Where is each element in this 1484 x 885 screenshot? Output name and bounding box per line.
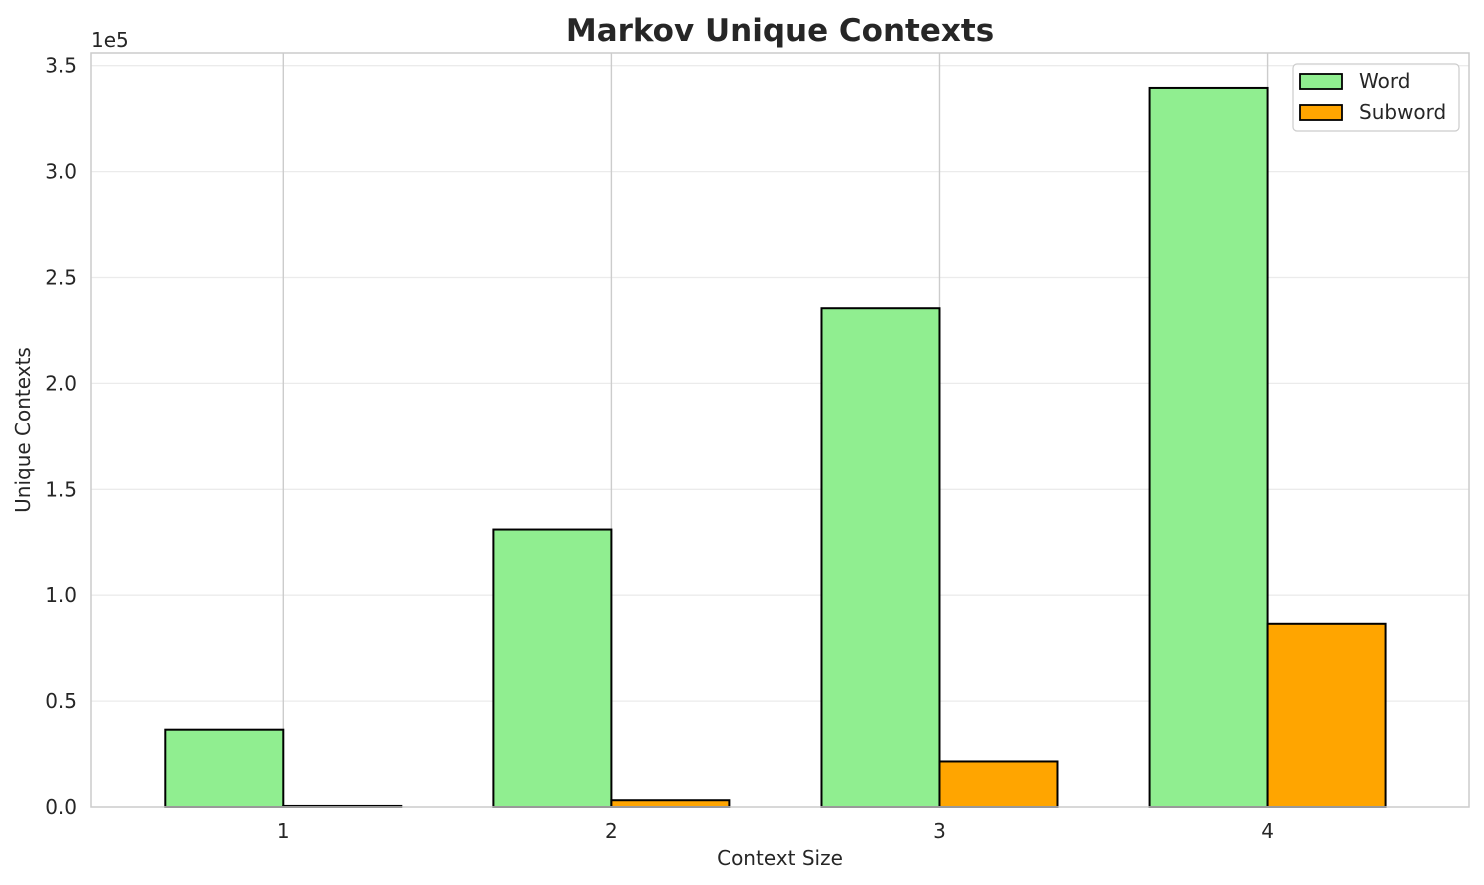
legend-label-word: Word (1359, 69, 1410, 93)
bar-word-1 (164, 728, 285, 809)
y-tick-label: 2.0 (45, 371, 77, 395)
legend: Word Subword (1292, 63, 1460, 132)
bar-subword-2 (610, 799, 731, 809)
x-axis-label: Context Size (717, 846, 843, 870)
bar-word-4 (1148, 86, 1269, 808)
x-tick-label: 4 (1261, 819, 1274, 843)
y-tick-label: 1.0 (45, 583, 77, 607)
legend-swatch-subword (1299, 104, 1343, 121)
y-tick-label: 3.0 (45, 160, 77, 184)
bar-word-3 (820, 307, 941, 808)
x-tick-label: 1 (277, 819, 290, 843)
y-tick-label: 1.5 (45, 477, 77, 501)
bar-subword-4 (1266, 622, 1387, 808)
x-tick-label: 2 (605, 819, 618, 843)
plot-area: 0.0 0.5 1.0 1.5 2.0 2.5 3.0 3.5 1 2 3 4 (45, 52, 1470, 843)
y-axis-label: Unique Contexts (11, 347, 35, 513)
chart-title: Markov Unique Contexts (566, 13, 994, 49)
bar-word-2 (492, 528, 613, 808)
y-tick-label: 0.0 (45, 795, 77, 819)
plot-frame (90, 52, 1470, 808)
bar-subword-3 (938, 760, 1059, 809)
y-tick-label: 0.5 (45, 689, 77, 713)
y-tick-label: 2.5 (45, 266, 77, 290)
legend-label-subword: Subword (1359, 100, 1446, 124)
y-tick-label: 3.5 (45, 54, 77, 78)
x-tick-label: 3 (933, 819, 946, 843)
y-offset-label: 1e5 (91, 28, 129, 52)
legend-swatch-word (1299, 73, 1343, 90)
